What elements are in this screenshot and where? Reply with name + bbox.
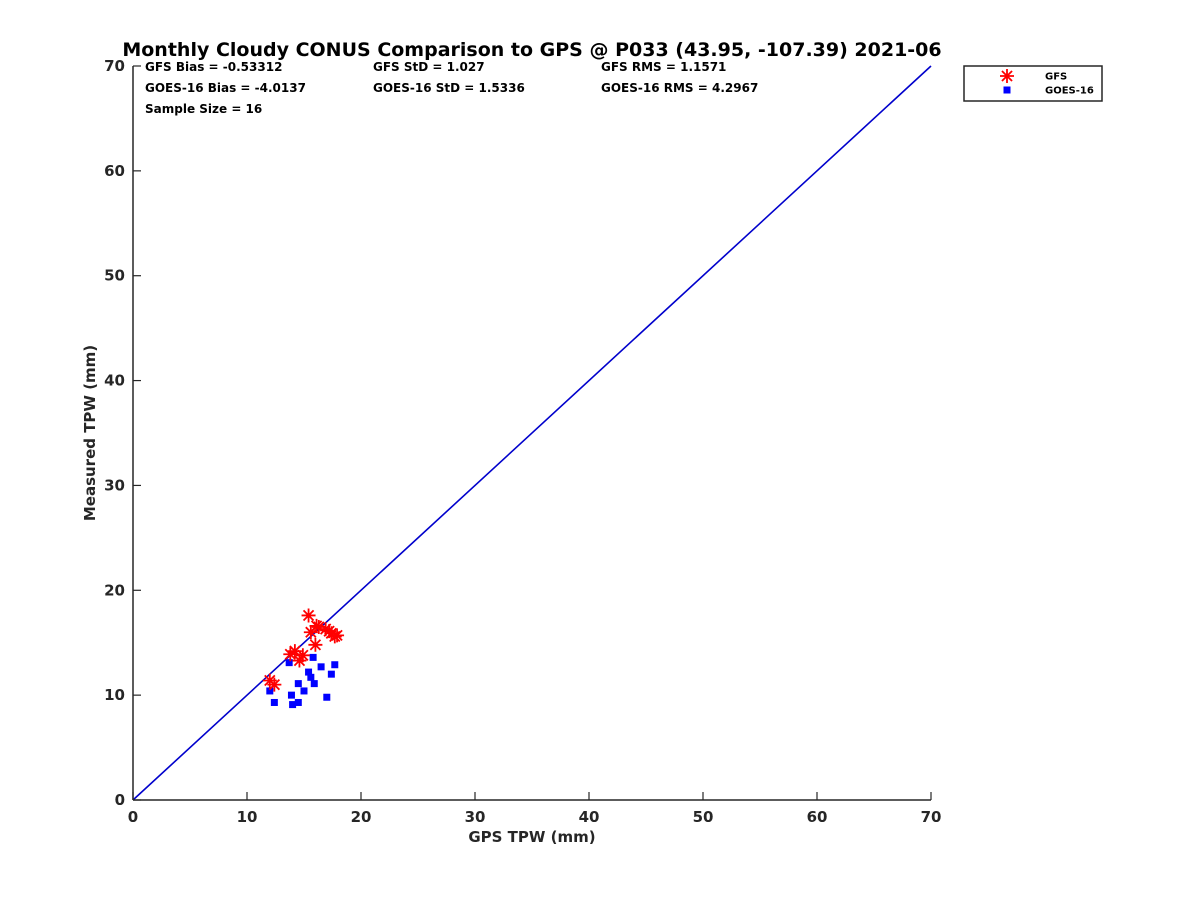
data-point xyxy=(327,670,335,678)
data-point xyxy=(301,608,316,623)
data-point xyxy=(287,691,295,699)
data-point xyxy=(294,680,302,688)
y-tick-label: 0 xyxy=(115,791,125,809)
x-tick-label: 50 xyxy=(693,808,714,826)
data-point xyxy=(287,644,302,659)
data-point xyxy=(311,619,326,634)
stat-text: GFS Bias = -0.53312 xyxy=(145,60,282,74)
tick-labels: 0 10 20 30 40 50 60 70 0 10 20 30 40 50 60 70 xyxy=(104,57,941,826)
data-point xyxy=(309,653,317,661)
y-tick-label: 30 xyxy=(104,476,125,494)
y-tick-label: 60 xyxy=(104,162,125,180)
stat-text: GOES-16 Bias = -4.0137 xyxy=(145,81,306,95)
data-series-group xyxy=(262,608,345,709)
data-point xyxy=(266,687,274,695)
reference-line-group xyxy=(132,65,932,801)
y-tick-label: 20 xyxy=(104,581,125,599)
data-point xyxy=(270,698,278,706)
x-tick-label: 60 xyxy=(807,808,828,826)
data-point xyxy=(289,701,297,709)
y-tick-label: 40 xyxy=(104,372,125,390)
data-point xyxy=(300,687,308,695)
stat-text: GFS RMS = 1.1571 xyxy=(601,60,726,74)
data-point xyxy=(292,653,307,668)
legend: GFS GOES-16 xyxy=(963,65,1103,102)
statistics-block: GFS Bias = -0.53312 GFS StD = 1.027 GFS RM… xyxy=(145,60,758,116)
x-tick-label: 10 xyxy=(237,808,258,826)
data-point xyxy=(283,647,298,662)
data-point xyxy=(295,648,310,663)
stat-text: GFS StD = 1.027 xyxy=(373,60,485,74)
chart-title: Monthly Cloudy CONUS Comparison to GPS @… xyxy=(122,39,941,61)
data-point xyxy=(267,677,282,692)
series-gfs xyxy=(262,608,345,692)
data-point xyxy=(323,693,331,701)
x-tick-label: 0 xyxy=(128,808,138,826)
x-tick-label: 30 xyxy=(465,808,486,826)
one-to-one-line xyxy=(132,65,932,801)
legend-label: GFS xyxy=(1045,72,1067,83)
data-point xyxy=(285,659,293,667)
legend-box xyxy=(963,65,1103,102)
y-tick-label: 10 xyxy=(104,686,125,704)
stat-text: GOES-16 StD = 1.5336 xyxy=(373,81,525,95)
data-point xyxy=(305,668,313,676)
data-point xyxy=(330,628,345,643)
axes xyxy=(132,65,932,801)
x-axis-label: GPS TPW (mm) xyxy=(468,828,595,846)
y-axis-label: Measured TPW (mm) xyxy=(81,345,99,521)
data-point xyxy=(318,622,333,637)
x-tick-label: 70 xyxy=(921,808,942,826)
x-tick-label: 20 xyxy=(351,808,372,826)
x-tick-label: 40 xyxy=(579,808,600,826)
data-point xyxy=(331,661,339,669)
y-tick-label: 50 xyxy=(104,267,125,285)
data-point xyxy=(307,673,315,681)
legend-label: GOES-16 xyxy=(1045,86,1094,97)
data-point xyxy=(310,680,318,688)
stat-text: GOES-16 RMS = 4.2967 xyxy=(601,81,758,95)
data-point xyxy=(303,625,318,640)
data-point xyxy=(317,663,325,671)
stat-text: Sample Size = 16 xyxy=(145,102,262,116)
series-goes-16 xyxy=(266,653,339,709)
data-point xyxy=(308,637,323,652)
legend-marker xyxy=(1003,86,1011,94)
legend-marker xyxy=(1000,69,1014,83)
data-point xyxy=(294,698,302,706)
y-tick-label: 70 xyxy=(104,57,125,75)
